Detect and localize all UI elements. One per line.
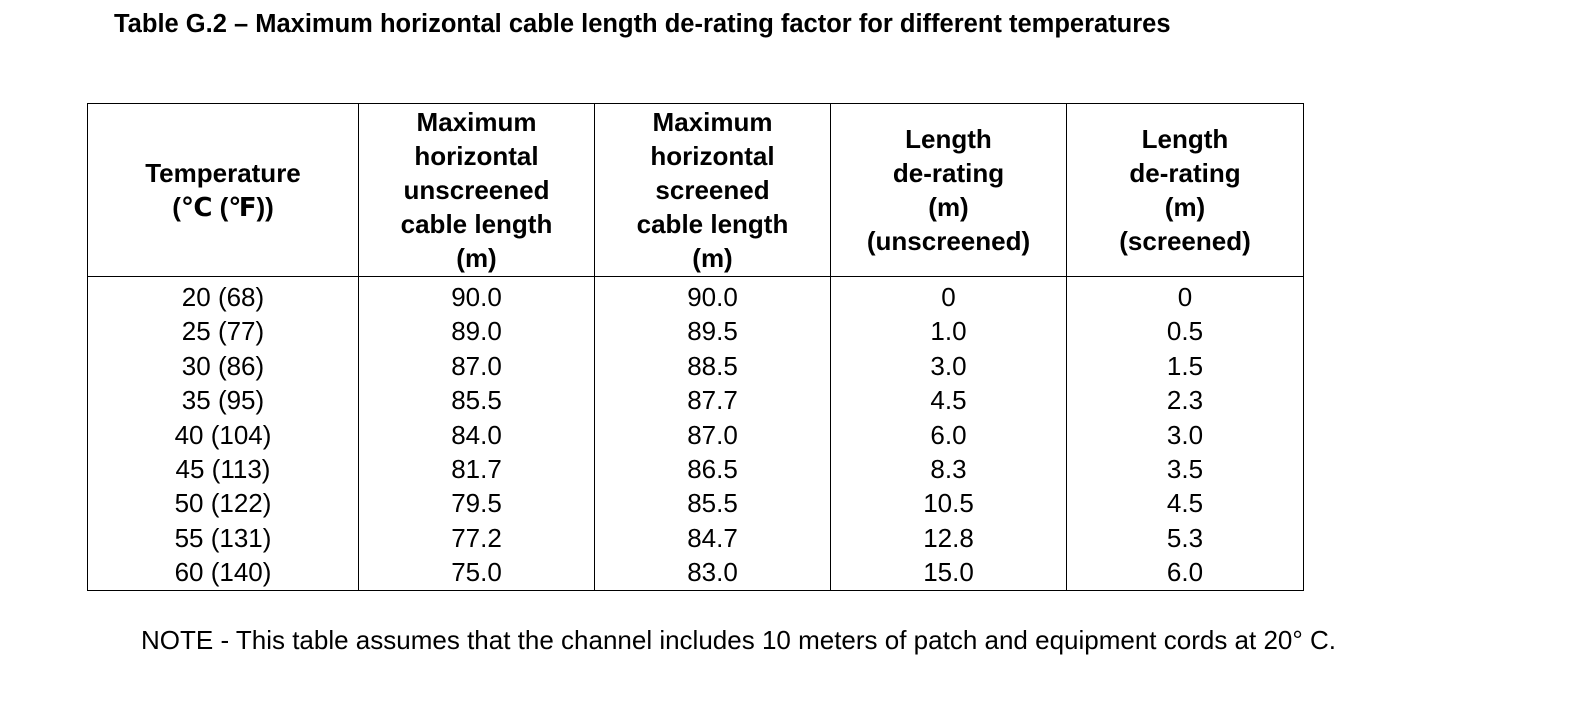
screened-derating-cell: 6.0: [1066, 555, 1304, 591]
header-line: (℃ (℉)): [172, 192, 274, 222]
header-line: unscreened: [403, 175, 550, 205]
temperature-cell: 25 (77): [87, 314, 359, 349]
unscreened-length-cell: 77.2: [358, 520, 595, 556]
header-line: (m): [928, 192, 969, 222]
header-temperature: Temperature (℃ (℉)): [87, 103, 359, 277]
temperature-cell: 40 (104): [87, 417, 359, 453]
screened-derating-cell: 3.5: [1066, 452, 1304, 487]
header-line: de-rating: [892, 158, 1005, 188]
temperature-cell: 20 (68): [87, 276, 359, 315]
unscreened-derating-cell: 8.3: [830, 452, 1067, 487]
screened-length-cell: 83.0: [594, 555, 831, 591]
screened-length-cell: 88.5: [594, 348, 831, 384]
unscreened-derating-cell: 1.0: [830, 314, 1067, 349]
table-row: 30 (86) 87.0 88.5 3.0 1.5: [87, 348, 1304, 384]
unscreened-length-cell: 75.0: [358, 555, 595, 591]
table-row: 40 (104) 84.0 87.0 6.0 3.0: [87, 417, 1304, 453]
screened-length-cell: 87.0: [594, 417, 831, 453]
table-note: NOTE - This table assumes that the chann…: [141, 625, 1336, 655]
header-line: Length: [1141, 124, 1229, 154]
unscreened-length-cell: 85.5: [358, 383, 595, 418]
unscreened-length-cell: 84.0: [358, 417, 595, 453]
temperature-cell: 60 (140): [87, 555, 359, 591]
temperature-cell: 50 (122): [87, 486, 359, 521]
table-row: 20 (68) 90.0 90.0 0 0: [87, 276, 1304, 315]
unscreened-derating-cell: 6.0: [830, 417, 1067, 453]
derating-table: Temperature (℃ (℉)) Maximum horizontal u…: [87, 103, 1304, 591]
screened-length-cell: 85.5: [594, 486, 831, 521]
table-row: 45 (113) 81.7 86.5 8.3 3.5: [87, 452, 1304, 487]
header-line: Maximum: [652, 107, 773, 137]
unscreened-length-cell: 89.0: [358, 314, 595, 349]
header-line: de-rating: [1129, 158, 1241, 188]
screened-length-cell: 86.5: [594, 452, 831, 487]
unscreened-length-cell: 81.7: [358, 452, 595, 487]
header-line: (m): [1164, 192, 1206, 222]
header-line: Length: [905, 124, 992, 154]
table-row: 50 (122) 79.5 85.5 10.5 4.5: [87, 486, 1304, 521]
header-derating-screened: Length de-rating (m) (screened): [1066, 103, 1304, 277]
header-line: (unscreened): [866, 226, 1031, 256]
header-line: Maximum: [416, 107, 537, 137]
table-row: 35 (95) 85.5 87.7 4.5 2.3: [87, 383, 1304, 418]
screened-length-cell: 87.7: [594, 383, 831, 418]
screened-derating-cell: 2.3: [1066, 383, 1304, 418]
screened-derating-cell: 3.0: [1066, 417, 1304, 453]
unscreened-derating-cell: 0: [830, 276, 1067, 315]
screened-derating-cell: 0.5: [1066, 314, 1304, 349]
header-line: (m): [456, 243, 497, 273]
header-line: cable length: [636, 209, 789, 239]
unscreened-derating-cell: 10.5: [830, 486, 1067, 521]
unscreened-derating-cell: 15.0: [830, 555, 1067, 591]
screened-derating-cell: 1.5: [1066, 348, 1304, 384]
temperature-cell: 45 (113): [87, 452, 359, 487]
header-max-unscreened-length: Maximum horizontal unscreened cable leng…: [358, 103, 595, 277]
header-line: cable length: [400, 209, 553, 239]
table-row: 25 (77) 89.0 89.5 1.0 0.5: [87, 314, 1304, 349]
header-row: Temperature (℃ (℉)) Maximum horizontal u…: [87, 103, 1304, 277]
unscreened-length-cell: 90.0: [358, 276, 595, 315]
temperature-cell: 55 (131): [87, 520, 359, 556]
unscreened-derating-cell: 4.5: [830, 383, 1067, 418]
unscreened-derating-cell: 3.0: [830, 348, 1067, 384]
header-max-screened-length: Maximum horizontal screened cable length…: [594, 103, 831, 277]
table-row: 60 (140) 75.0 83.0 15.0 6.0: [87, 555, 1304, 591]
header-line: (m): [692, 243, 733, 273]
temperature-cell: 30 (86): [87, 348, 359, 384]
unscreened-length-cell: 87.0: [358, 348, 595, 384]
temperature-cell: 35 (95): [87, 383, 359, 418]
header-line: horizontal: [414, 141, 539, 171]
header-line: horizontal: [650, 141, 775, 171]
screened-derating-cell: 0: [1066, 276, 1304, 315]
unscreened-length-cell: 79.5: [358, 486, 595, 521]
header-line: Temperature: [145, 158, 301, 188]
screened-length-cell: 89.5: [594, 314, 831, 349]
table-row: 55 (131) 77.2 84.7 12.8 5.3: [87, 520, 1304, 556]
screened-derating-cell: 5.3: [1066, 520, 1304, 556]
screened-length-cell: 90.0: [594, 276, 831, 315]
table-title: Table G.2 – Maximum horizontal cable len…: [114, 10, 1171, 38]
screened-derating-cell: 4.5: [1066, 486, 1304, 521]
header-line: screened: [655, 175, 770, 205]
header-derating-unscreened: Length de-rating (m) (unscreened): [830, 103, 1067, 277]
header-line: (screened): [1119, 226, 1251, 256]
screened-length-cell: 84.7: [594, 520, 831, 556]
unscreened-derating-cell: 12.8: [830, 520, 1067, 556]
